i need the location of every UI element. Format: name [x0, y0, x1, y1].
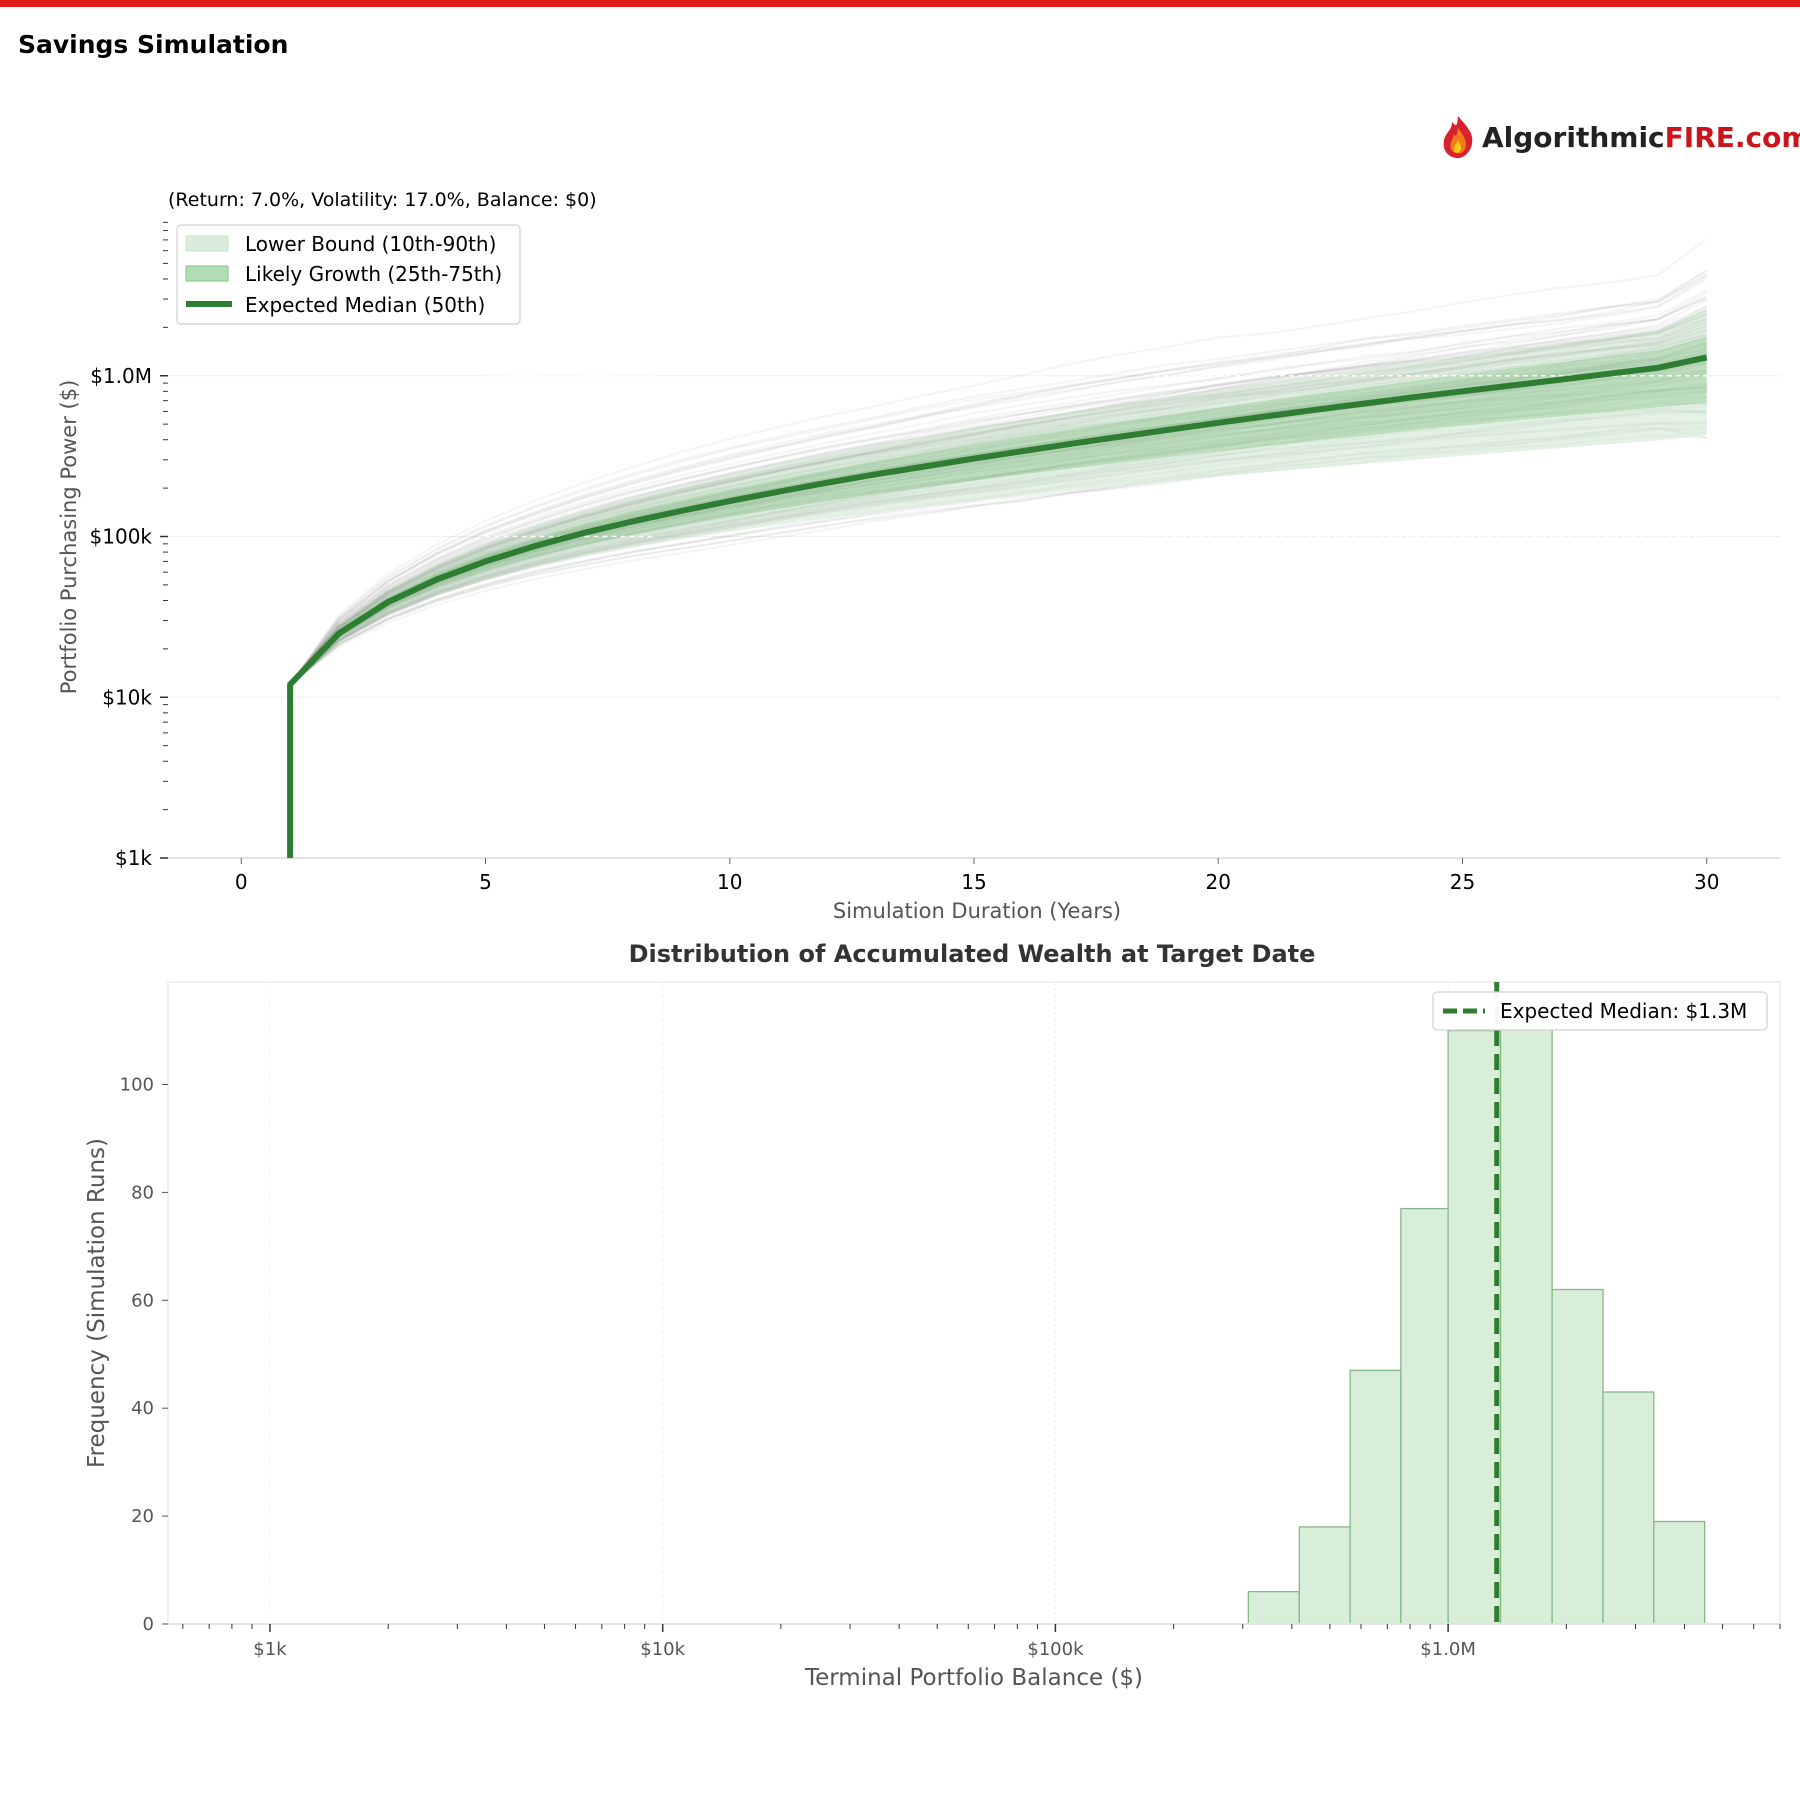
y-tick-label: $1.0M	[90, 364, 152, 388]
histogram-legend: Expected Median: $1.3M	[1432, 991, 1768, 1031]
chart-subtitle: (Return: 7.0%, Volatility: 17.0%, Balanc…	[168, 189, 597, 211]
simulation-path	[289, 275, 1708, 686]
legend-swatch-inner	[185, 265, 229, 282]
hist-x-tick-label: $1k	[253, 1639, 287, 1660]
histogram-bar	[1602, 1391, 1655, 1625]
hist-x-tick-label: $100k	[1027, 1639, 1084, 1660]
x-tick-label: 0	[235, 870, 248, 894]
simulation-path	[289, 237, 1708, 686]
histogram-chart: Distribution of Accumulated Wealth at Ta…	[84, 940, 1781, 1691]
x-tick-label: 10	[717, 870, 742, 894]
simulation-path	[289, 278, 1708, 686]
histogram-bar	[1447, 1029, 1502, 1625]
simulation-path	[289, 305, 1708, 686]
histogram-bars	[1247, 1024, 1706, 1625]
y-axis-label: Portfolio Purchasing Power ($)	[57, 380, 81, 695]
brand-name-part1: Algorithmic	[1482, 120, 1665, 154]
brand-name-part2: FIRE.com	[1664, 120, 1800, 154]
simulation-path	[289, 269, 1708, 686]
hist-y-tick-label: 80	[131, 1182, 154, 1203]
band-25-75	[290, 336, 1707, 685]
histogram-bar	[1247, 1590, 1300, 1625]
histogram-bar	[1400, 1207, 1449, 1625]
hist-legend-box	[1432, 991, 1768, 1031]
legend-swatch-outer	[185, 235, 229, 252]
legend-label: Lower Bound (10th-90th)	[245, 232, 496, 256]
x-tick-label: 25	[1450, 870, 1475, 894]
histogram-bar	[1298, 1526, 1351, 1625]
hist-y-tick-label: 0	[143, 1614, 154, 1635]
legend-label: Expected Median (50th)	[245, 293, 485, 317]
hist-y-axis-label: Frequency (Simulation Runs)	[84, 1138, 110, 1468]
hist-y-tick-label: 40	[131, 1398, 154, 1419]
growth-chart: (Return: 7.0%, Volatility: 17.0%, Balanc…	[57, 189, 1780, 923]
hist-x-axis-label: Terminal Portfolio Balance ($)	[804, 1665, 1143, 1691]
brand-logo: AlgorithmicFIRE.com	[1440, 112, 1800, 162]
y-tick-label: $100k	[90, 525, 153, 549]
top-accent-bar	[0, 0, 1800, 7]
histogram-bar	[1349, 1369, 1402, 1625]
flame-icon	[1443, 116, 1473, 159]
y-tick-label: $10k	[102, 685, 152, 709]
x-tick-label: 20	[1206, 870, 1231, 894]
page-title: Savings Simulation	[18, 30, 289, 59]
legend: Lower Bound (10th-90th) Likely Growth (25…	[176, 224, 521, 325]
hist-x-tick-label: $1.0M	[1420, 1639, 1476, 1660]
histogram-title: Distribution of Accumulated Wealth at Ta…	[629, 940, 1316, 968]
simulation-path	[289, 274, 1708, 686]
x-tick-label: 5	[479, 870, 492, 894]
hist-y-tick-label: 60	[131, 1290, 154, 1311]
y-tick-label: $1k	[115, 846, 152, 870]
median-line	[287, 354, 1708, 858]
band-10-90	[290, 309, 1707, 685]
simulation-path	[289, 269, 1708, 686]
x-axis-label: Simulation Duration (Years)	[833, 899, 1121, 923]
hist-y-tick-label: 20	[131, 1506, 154, 1527]
simulation-path	[289, 289, 1708, 686]
legend-box	[176, 224, 521, 325]
histogram-bar	[1551, 1288, 1604, 1625]
hist-legend-label: Expected Median: $1.3M	[1500, 999, 1747, 1023]
simulation-path	[289, 273, 1708, 686]
x-tick-label: 15	[961, 870, 986, 894]
hist-y-tick-label: 100	[120, 1075, 154, 1096]
simulation-path	[289, 291, 1708, 686]
histogram-bar	[1653, 1520, 1706, 1625]
legend-label: Likely Growth (25th-75th)	[245, 262, 502, 286]
brand-name: AlgorithmicFIRE.com	[1482, 121, 1800, 154]
x-tick-label: 30	[1694, 870, 1719, 894]
histogram-bar	[1499, 1024, 1553, 1625]
simulation-path	[289, 295, 1708, 686]
hist-x-tick-label: $10k	[640, 1639, 685, 1660]
